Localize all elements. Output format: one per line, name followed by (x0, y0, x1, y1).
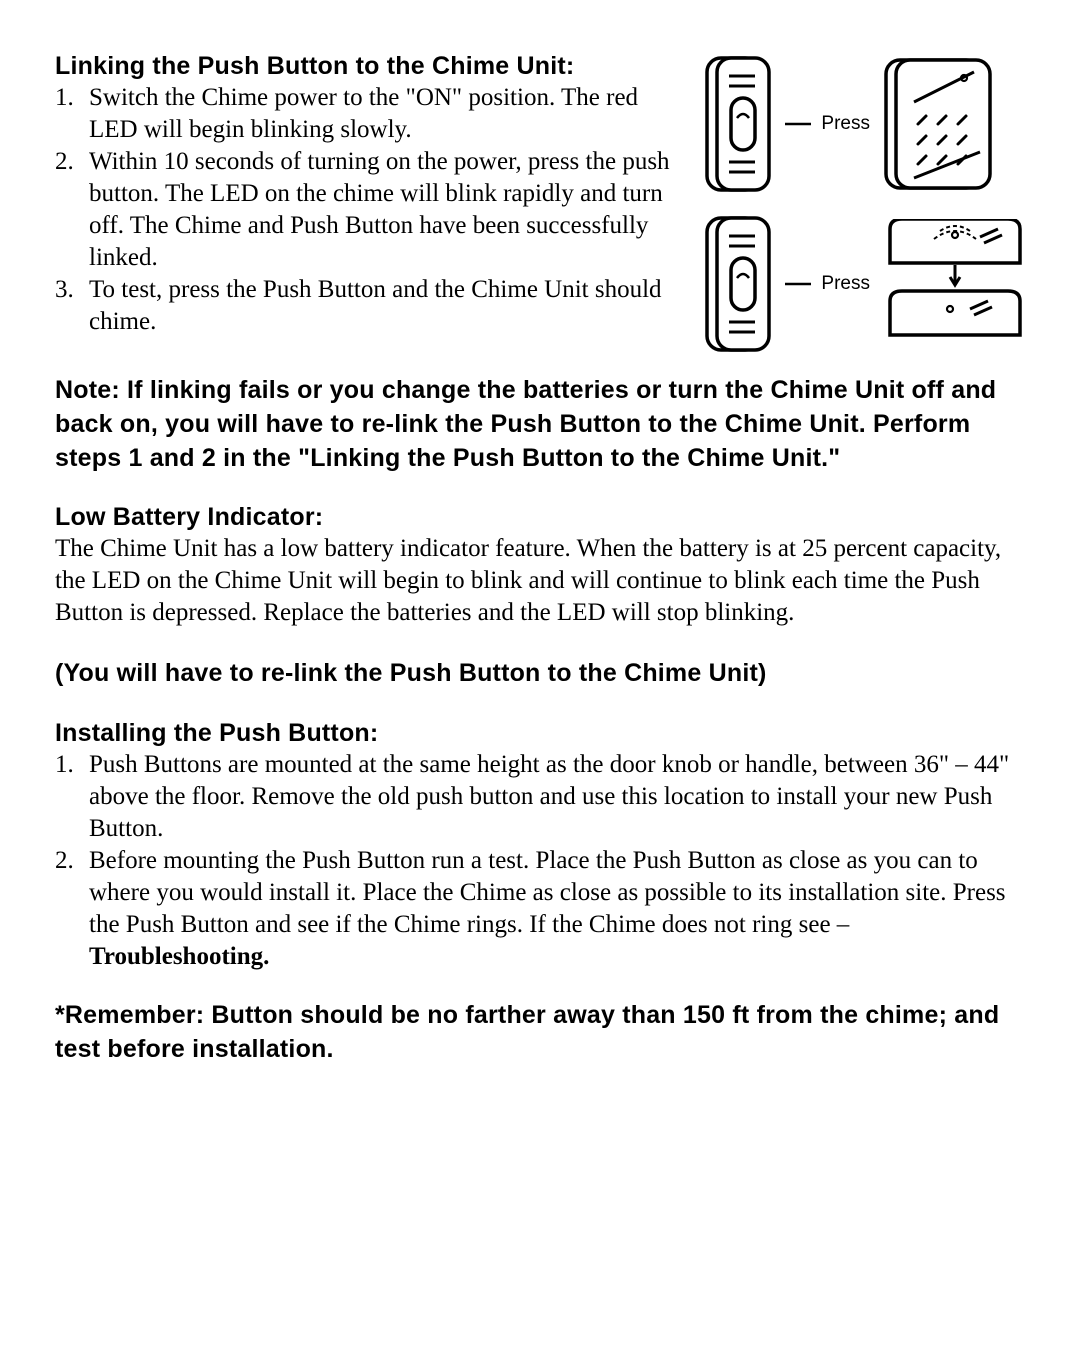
list-number: 3. (55, 274, 89, 306)
section1-step3: To test, press the Push Button and the C… (89, 274, 683, 338)
section3-step2: Before mounting the Push Button run a te… (89, 845, 1030, 973)
troubleshooting-ref: Troubleshooting. (89, 943, 269, 970)
section2-title: Low Battery Indicator: (55, 501, 1030, 533)
list-number: 2. (55, 146, 89, 178)
chime-front-icon (880, 54, 1000, 194)
note-relink: Note: If linking fails or you change the… (55, 374, 1030, 475)
section3-step2-text: Before mounting the Push Button run a te… (89, 847, 1006, 938)
chime-back-icon (880, 219, 1030, 349)
push-button-icon (703, 214, 773, 354)
list-number: 1. (55, 749, 89, 781)
press-label: Press (821, 272, 870, 296)
section3-title: Installing the Push Button: (55, 717, 1030, 749)
list-number: 2. (55, 845, 89, 877)
section1-step2: Within 10 seconds of turning on the powe… (89, 146, 683, 274)
press-pointer-icon (783, 115, 811, 133)
press-pointer-icon (783, 275, 811, 293)
push-button-icon (703, 54, 773, 194)
relink-parenthetical: (You will have to re-link the Push Butto… (55, 657, 1030, 689)
section2-body: The Chime Unit has a low battery indicat… (55, 533, 1030, 629)
section1-title: Linking the Push Button to the Chime Uni… (55, 50, 683, 82)
list-number: 1. (55, 82, 89, 114)
remember-note: *Remember: Button should be no farther a… (55, 999, 1030, 1067)
press-label: Press (821, 112, 870, 136)
section3-step1: Push Buttons are mounted at the same hei… (89, 749, 1030, 845)
section1-step1: Switch the Chime power to the "ON" posit… (89, 82, 683, 146)
linking-illustration: Press (703, 50, 1030, 354)
